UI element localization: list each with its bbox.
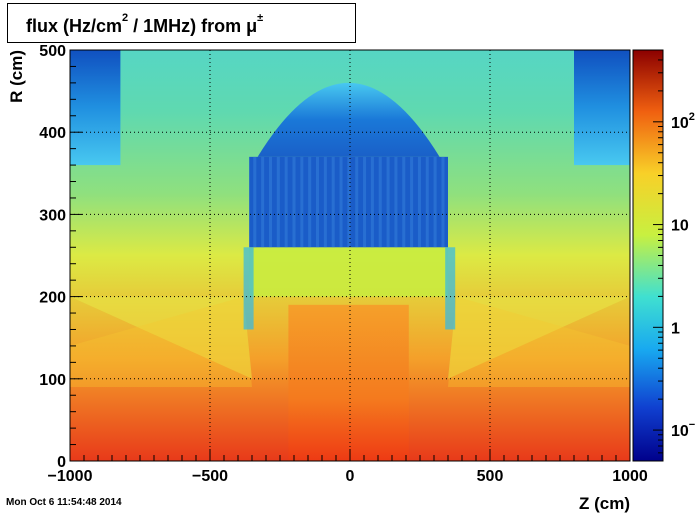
colorbar-tick-exponent: − xyxy=(689,419,695,431)
heatmap-wedge-right xyxy=(448,296,630,379)
heatmap-region-corner-left xyxy=(70,50,121,166)
y-tick-label: 500 xyxy=(39,43,66,60)
heatmap-spike-left xyxy=(243,247,254,330)
heatmap-wedge-left xyxy=(70,296,252,379)
heatmap-region-central-core xyxy=(288,304,409,461)
title-part: flux (Hz/cm xyxy=(26,16,123,36)
chart-title: flux (Hz/cm2 / 1MHz) from μ± xyxy=(26,12,263,37)
y-tick-label: 300 xyxy=(39,207,66,224)
y-tick-label: 100 xyxy=(39,372,66,389)
colorbar-tick-label: 10− xyxy=(671,419,695,440)
colorbar-tick-exponent: 2 xyxy=(689,111,695,123)
colorbar-tick-label: 10 xyxy=(671,218,689,235)
colorbar-tick-label: 1 xyxy=(671,320,680,337)
heatmap-cone-right xyxy=(448,296,630,388)
heatmap-region-upper-dome xyxy=(257,82,440,157)
timestamp: Mon Oct 6 11:54:48 2014 xyxy=(6,497,122,508)
title-part-2: / 1MHz) from μ xyxy=(128,16,258,36)
x-tick-label: 1000 xyxy=(612,468,648,485)
x-tick-label: −500 xyxy=(192,468,228,485)
heatmap-region-corner-right xyxy=(574,50,630,166)
x-tick-label: −1000 xyxy=(48,468,93,485)
x-tick-label: 500 xyxy=(477,468,504,485)
x-axis-label: Z (cm) xyxy=(579,494,630,513)
title-superscript: 2 xyxy=(122,12,129,24)
y-tick-label: 400 xyxy=(39,125,66,142)
y-tick-label: 200 xyxy=(39,290,66,307)
x-tick-label: 0 xyxy=(346,468,355,485)
heatmap-spike-right xyxy=(445,247,456,330)
y-tick-label: 0 xyxy=(57,454,66,471)
title-superscript-2: ± xyxy=(257,12,264,24)
chart-title-box: flux (Hz/cm2 / 1MHz) from μ± xyxy=(7,3,356,43)
heatmap-cone-left xyxy=(70,296,252,388)
colorbar-tick-label: 102 xyxy=(671,111,695,132)
heatmap-barrel-band xyxy=(249,247,448,297)
heatmap-region-barrel-low-flux xyxy=(249,156,448,248)
y-axis-label: R (cm) xyxy=(7,50,26,103)
